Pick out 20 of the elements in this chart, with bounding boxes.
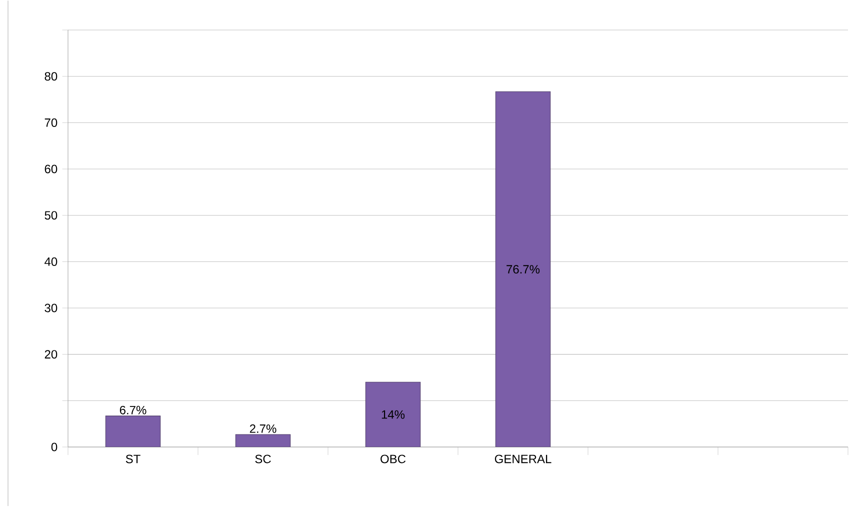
y-tick-label: 50 [44,211,58,220]
data-label: 76.7% [506,265,540,274]
x-tick-label: SC [255,454,271,464]
y-tick-label: 60 [44,164,58,174]
data-label: 2.7% [250,424,276,433]
bar [235,434,291,447]
x-tick-label: OBC [380,454,406,464]
y-tick-label: 20 [44,350,58,359]
y-tick-label: 80 [44,72,58,81]
y-tick-label: 40 [44,257,58,266]
data-label: 14% [382,410,405,419]
bar [495,91,551,447]
x-tick-label: GENERAL [494,454,552,464]
y-tick-label: 70 [44,118,58,127]
x-tick-label: ST [126,454,140,464]
y-tick-label: 30 [44,304,58,312]
y-tick-label: 0 [51,442,58,452]
data-label: 6.7% [120,406,146,414]
bar [105,416,161,447]
bar [365,382,421,447]
